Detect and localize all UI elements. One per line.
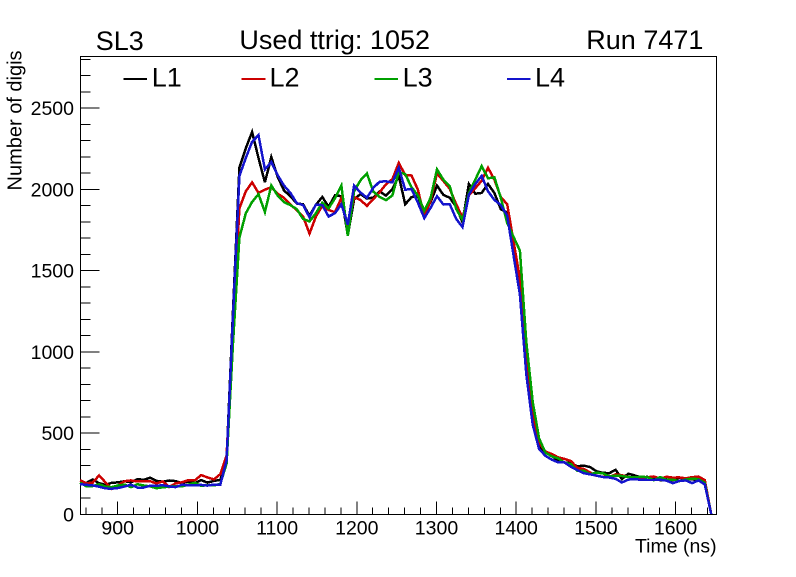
- svg-text:1500: 1500: [574, 518, 618, 540]
- svg-text:SL3: SL3: [96, 26, 144, 56]
- svg-text:1100: 1100: [256, 518, 298, 540]
- svg-text:1300: 1300: [415, 518, 459, 540]
- svg-text:L2: L2: [270, 63, 300, 93]
- svg-text:1500: 1500: [31, 261, 75, 283]
- svg-text:0: 0: [63, 504, 74, 526]
- svg-text:1000: 1000: [31, 342, 75, 364]
- svg-text:1600: 1600: [654, 518, 698, 540]
- svg-text:Run 7471: Run 7471: [586, 25, 703, 55]
- svg-text:L4: L4: [535, 63, 565, 93]
- svg-text:L3: L3: [403, 63, 433, 93]
- svg-text:900: 900: [101, 518, 134, 540]
- svg-text:2500: 2500: [31, 98, 75, 120]
- svg-text:Time (ns): Time (ns): [635, 536, 717, 558]
- svg-text:500: 500: [41, 423, 74, 445]
- svg-text:Used ttrig: 1052: Used ttrig: 1052: [239, 25, 430, 55]
- svg-text:2000: 2000: [31, 179, 75, 201]
- svg-text:1200: 1200: [335, 518, 379, 540]
- svg-text:1400: 1400: [495, 518, 539, 540]
- svg-text:Number of digis: Number of digis: [5, 50, 27, 190]
- svg-text:L1: L1: [152, 63, 182, 93]
- svg-text:1000: 1000: [176, 518, 220, 540]
